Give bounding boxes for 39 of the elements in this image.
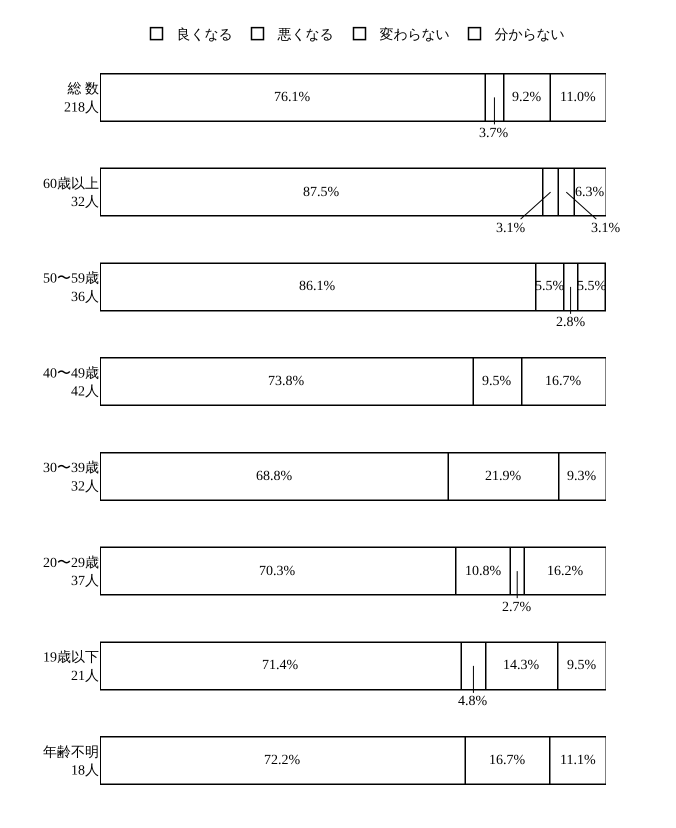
legend-label: 良くなる (176, 27, 232, 44)
data-label: 70.3% (259, 564, 296, 579)
y-tick-label: 年齢不明 18人 (43, 744, 99, 779)
y-tick-label: 50〜59歳 36人 (43, 270, 99, 305)
y-tick-label: 19歳以下 21人 (43, 650, 99, 684)
data-label: 11.1% (560, 753, 596, 768)
data-label: 76.1% (274, 90, 310, 105)
data-label: 87.5% (303, 185, 340, 200)
data-label: 3.1% (496, 221, 526, 236)
y-tick-label: 20〜29歳 37人 (43, 554, 99, 590)
data-label: 3.7% (479, 126, 508, 141)
data-label: 21.9% (485, 469, 522, 484)
legend-label: 分からない (494, 27, 564, 44)
data-label: 9.2% (512, 90, 542, 105)
data-label: 6.3% (575, 185, 604, 200)
data-label: 11.0% (560, 90, 596, 105)
data-label: 3.1% (591, 221, 620, 236)
data-label: 16.2% (547, 564, 584, 579)
y-tick-label: 総 数 218人 (64, 81, 99, 116)
data-label: 73.8% (268, 374, 304, 389)
legend-label: 変わらない (380, 27, 450, 44)
data-label: 14.3% (503, 658, 540, 673)
data-label: 2.7% (502, 600, 532, 615)
y-tick-label: 60歳以上 32人 (43, 176, 99, 210)
data-label: 9.5% (482, 374, 512, 389)
data-label: 16.7% (545, 374, 582, 389)
data-label: 71.4% (262, 658, 298, 673)
y-tick-label: 40〜49歳 42人 (43, 365, 99, 400)
data-label: 9.5% (567, 658, 596, 673)
data-label: 10.8% (465, 564, 502, 579)
y-tick-label: 30〜39歳 32人 (43, 460, 99, 494)
data-label: 68.8% (256, 469, 292, 484)
data-label: 72.2% (264, 753, 300, 768)
data-label: 16.7% (489, 753, 526, 768)
data-label: 4.8% (458, 694, 488, 709)
data-label: 9.3% (567, 469, 596, 484)
legend-label: 悪くなる (276, 28, 334, 44)
data-label: 86.1% (299, 279, 336, 294)
data-label: 2.8% (556, 315, 586, 330)
